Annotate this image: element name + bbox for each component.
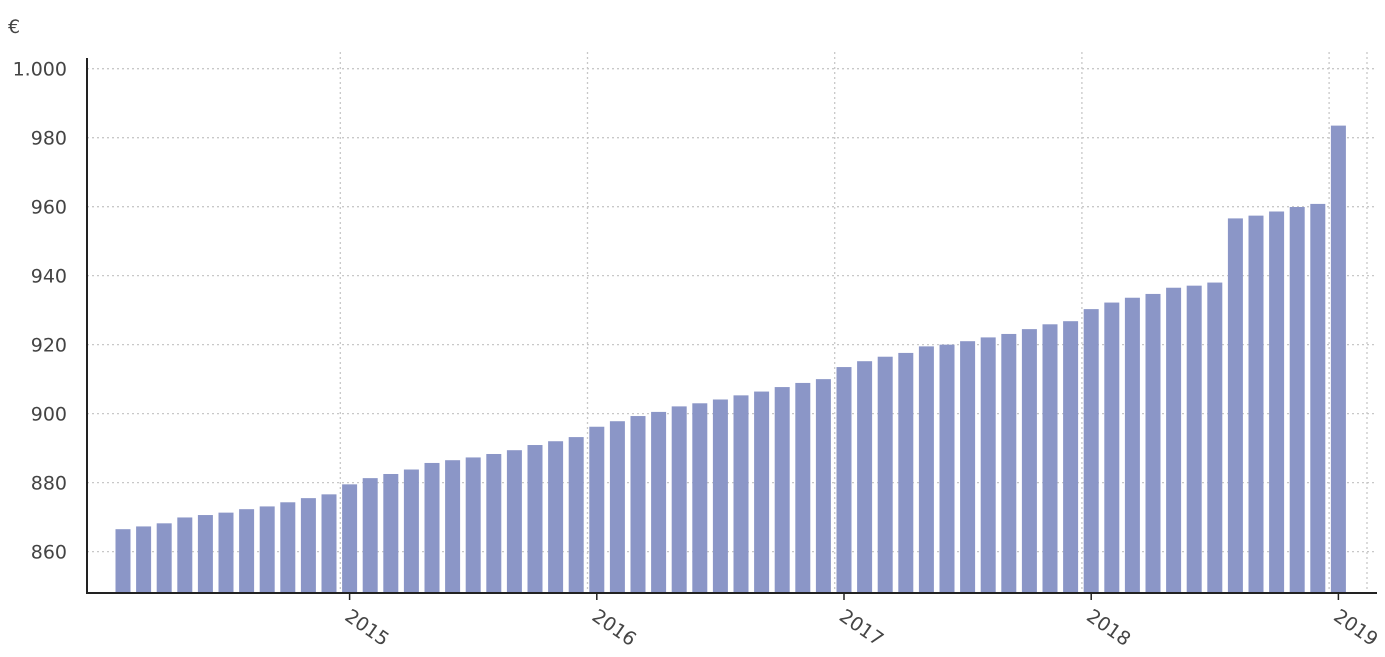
bar: [239, 509, 255, 593]
bar: [156, 523, 172, 593]
bar: [609, 421, 625, 593]
bar: [445, 460, 461, 593]
bar: [795, 382, 811, 593]
bar: [218, 512, 234, 593]
y-tick-label: 1.000: [13, 59, 67, 81]
bar: [259, 506, 275, 593]
bar: [877, 356, 893, 593]
bar: [1227, 218, 1243, 593]
bar: [342, 484, 358, 593]
bars: [115, 125, 1346, 594]
bar: [1166, 287, 1182, 593]
bar: [383, 473, 399, 593]
x-tick-label: 2017: [835, 605, 887, 651]
bar: [548, 441, 564, 593]
bar: [1104, 302, 1120, 593]
bar: [300, 498, 316, 593]
bar: [918, 346, 934, 593]
grid: [87, 52, 1377, 593]
bar: [1269, 211, 1285, 593]
bar: [280, 502, 296, 593]
y-tick-label: 900: [31, 404, 67, 426]
bar: [321, 494, 337, 593]
x-tick-label: 2019: [1330, 605, 1382, 651]
bar: [1001, 333, 1017, 593]
x-tick-label: 2016: [588, 605, 640, 651]
axes: [86, 58, 1377, 600]
bar: [1083, 309, 1099, 593]
bar: [651, 411, 667, 593]
bar: [712, 399, 728, 593]
bar: [589, 426, 605, 593]
x-tick-label: 2015: [341, 605, 393, 651]
bar: [857, 361, 873, 593]
bar: [486, 453, 502, 593]
bar: [960, 341, 976, 593]
bar: [939, 344, 955, 593]
bar: [136, 526, 152, 593]
y-tick-label: 880: [31, 473, 67, 495]
bar: [1186, 285, 1202, 593]
bar: [774, 387, 790, 593]
bar: [671, 406, 687, 593]
bar: [1310, 203, 1326, 594]
bar: [177, 517, 193, 593]
bar: [1330, 125, 1346, 594]
bar: [506, 450, 522, 593]
bar: [1063, 321, 1079, 593]
y-tick-label: 960: [31, 197, 67, 219]
x-tick-labels: 2015 2016 2017 2018 2019: [341, 605, 1382, 651]
bar: [733, 395, 749, 593]
bar: [568, 437, 584, 593]
bar: [1289, 207, 1305, 594]
bar: [403, 469, 419, 593]
y-tick-labels: 860 880 900 920 940 960 980 1.000: [13, 59, 67, 564]
y-tick-label: 940: [31, 266, 67, 288]
bar: [527, 445, 543, 593]
bar: [115, 529, 131, 593]
bar: [465, 457, 481, 593]
y-tick-label: 920: [31, 335, 67, 357]
x-tick-label: 2018: [1082, 605, 1134, 651]
bar: [692, 403, 708, 593]
bar: [980, 337, 996, 593]
y-tick-label: 980: [31, 128, 67, 150]
bar: [197, 515, 213, 593]
bar: [362, 478, 378, 593]
bar: [898, 352, 914, 593]
bar: [754, 391, 770, 593]
bar: [815, 379, 831, 593]
bar: [424, 462, 440, 593]
bar: [1248, 215, 1264, 594]
bar: [836, 367, 852, 593]
bar: [630, 416, 646, 593]
y-tick-label: 860: [31, 542, 67, 564]
y-axis-unit: €: [8, 16, 20, 38]
bar: [1021, 329, 1037, 593]
bar: [1042, 324, 1058, 593]
bar: [1124, 297, 1140, 593]
bar: [1145, 293, 1161, 593]
bar: [1207, 282, 1223, 593]
